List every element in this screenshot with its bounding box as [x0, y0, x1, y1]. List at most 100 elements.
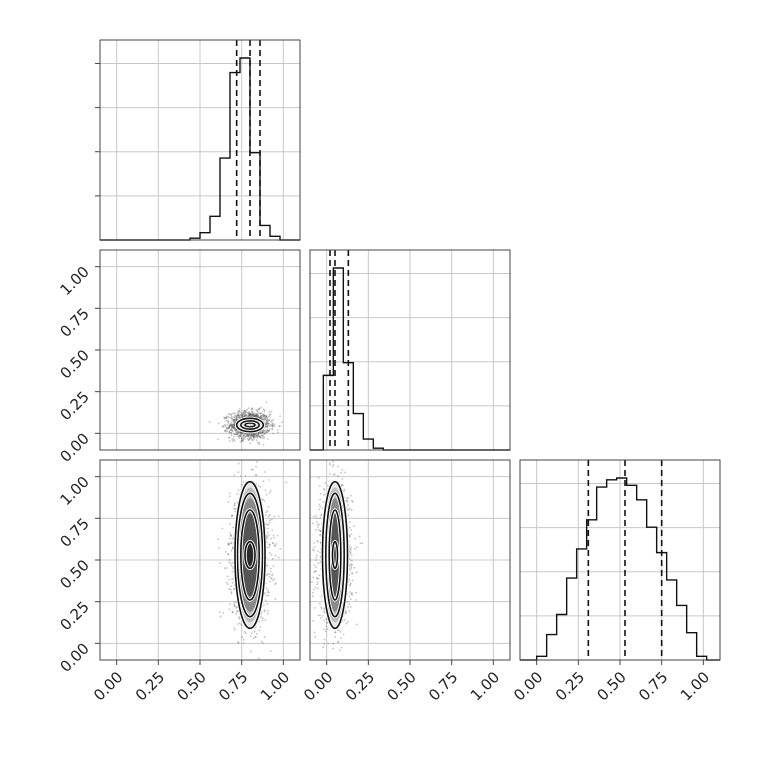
x-tick-label: 0.00 — [510, 668, 546, 704]
sample-point — [259, 412, 262, 415]
sample-point — [231, 578, 233, 581]
sample-point — [257, 432, 259, 435]
sample-point — [351, 591, 353, 594]
sample-point — [222, 611, 225, 614]
sample-point — [257, 415, 260, 418]
sample-point — [359, 542, 362, 544]
sample-point — [234, 414, 237, 417]
sample-point — [332, 463, 335, 466]
sample-point — [233, 427, 236, 429]
sample-point — [311, 591, 314, 594]
sample-point — [238, 434, 241, 437]
sample-point — [255, 413, 258, 416]
sample-point — [237, 489, 240, 492]
sample-point — [243, 631, 246, 633]
sample-point — [350, 563, 353, 566]
sample-point — [268, 479, 271, 481]
sample-point — [266, 421, 268, 423]
sample-point — [316, 524, 319, 526]
sample-point — [353, 525, 355, 528]
sample-point — [253, 434, 256, 436]
sample-point — [241, 439, 243, 442]
sample-point — [317, 528, 320, 531]
sample-point — [230, 432, 233, 435]
sample-point — [313, 631, 316, 634]
sample-point — [248, 412, 251, 415]
sample-point — [240, 437, 243, 440]
sample-point — [262, 430, 265, 433]
sample-point — [317, 476, 320, 479]
sample-point — [258, 436, 261, 438]
sample-point — [208, 420, 211, 423]
sample-point — [272, 565, 275, 567]
sample-point — [267, 420, 269, 423]
sample-point — [250, 468, 253, 471]
sample-point — [263, 430, 266, 433]
sample-point — [264, 423, 267, 426]
sample-point — [228, 413, 230, 415]
sample-point — [237, 641, 240, 644]
sample-point — [231, 430, 234, 433]
sample-point — [272, 579, 275, 582]
sample-point — [337, 465, 339, 468]
sample-point — [238, 408, 241, 410]
sample-point — [268, 491, 271, 494]
sample-point — [261, 431, 264, 434]
sample-point — [257, 414, 259, 416]
sample-point — [248, 438, 250, 441]
sample-point — [240, 414, 243, 417]
sample-point — [314, 570, 317, 573]
sample-point — [232, 426, 235, 428]
sample-point — [271, 427, 273, 430]
sample-point — [250, 433, 253, 436]
sample-point — [332, 474, 335, 476]
sample-point — [250, 434, 253, 437]
density-fill — [245, 542, 255, 568]
sample-point — [341, 484, 344, 487]
sample-point — [266, 531, 269, 534]
sample-point — [272, 425, 275, 428]
sample-point — [265, 511, 267, 514]
sample-point — [329, 463, 332, 466]
sample-point — [229, 603, 232, 605]
sample-point — [230, 434, 233, 437]
sample-point — [252, 436, 255, 439]
sample-point — [351, 499, 353, 502]
sample-point — [265, 425, 267, 428]
sample-point — [241, 414, 244, 417]
sample-point — [262, 413, 265, 416]
sample-point — [246, 433, 248, 436]
sample-point — [316, 583, 318, 586]
sample-point — [251, 407, 253, 410]
sample-point — [236, 414, 239, 417]
sample-point — [238, 617, 241, 620]
sample-point — [268, 413, 271, 416]
sample-point — [349, 583, 352, 586]
sample-point — [255, 636, 257, 638]
sample-point — [268, 591, 270, 594]
sample-point — [259, 412, 262, 415]
sample-point — [264, 514, 267, 517]
sample-point — [264, 417, 267, 420]
sample-point — [222, 425, 225, 428]
sample-point — [315, 529, 318, 531]
sample-point — [243, 434, 246, 437]
sample-point — [269, 514, 271, 516]
contour-line — [325, 492, 345, 618]
sample-point — [258, 629, 261, 632]
sample-point — [258, 443, 261, 446]
sample-point — [267, 612, 269, 615]
sample-point — [319, 617, 322, 619]
sample-point — [223, 423, 226, 426]
sample-point — [278, 425, 281, 428]
sample-point — [228, 439, 231, 442]
sample-point — [247, 434, 250, 436]
sample-point — [235, 415, 238, 417]
sample-point — [257, 434, 260, 437]
sample-point — [231, 611, 234, 614]
sample-point — [242, 434, 245, 437]
sample-point — [238, 622, 241, 625]
sample-point — [266, 422, 268, 425]
sample-point — [225, 416, 228, 419]
sample-point — [232, 426, 235, 428]
